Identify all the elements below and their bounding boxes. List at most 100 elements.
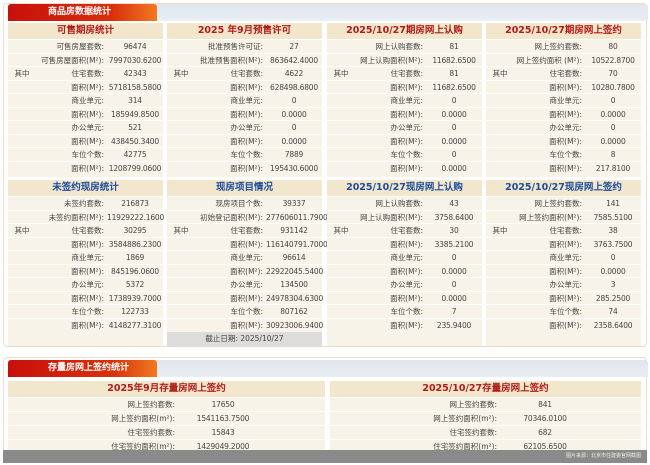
row-prefix xyxy=(8,94,36,107)
row-prefix xyxy=(327,305,355,318)
row-prefix xyxy=(167,40,195,53)
table-row: 其中 住宅套数: 4622 xyxy=(167,66,322,80)
row-prefix xyxy=(486,238,514,251)
row-prefix xyxy=(486,211,514,224)
row-value: 216873 xyxy=(121,199,149,208)
row-value: 195430.6000 xyxy=(270,163,318,173)
row-prefix xyxy=(327,319,355,332)
row-label: 面积(M²): xyxy=(230,136,263,146)
table-row: 其中 住宅套数: 30295 xyxy=(8,223,163,237)
row-value: 30923006.9400 xyxy=(266,320,324,330)
row-prefix xyxy=(167,54,195,67)
section-header-bar xyxy=(8,360,648,377)
image-source-caption: 图片来源：北京市住建委官网截图 xyxy=(3,450,647,463)
row-label: 商业单元: xyxy=(71,96,104,105)
table-row: 面积(M²): 3385.2100 xyxy=(327,236,482,251)
row-value: 0.0000 xyxy=(281,109,307,119)
row-value: 122733 xyxy=(121,307,149,316)
row-prefix xyxy=(486,54,514,67)
row-label: 面积(M²): xyxy=(71,82,104,92)
row-label: 面积(M²): xyxy=(390,239,423,249)
section-tab-new-housing[interactable]: 商品房数据统计 xyxy=(8,4,157,21)
row-value: 8 xyxy=(610,150,616,159)
row-value: 3 xyxy=(610,280,616,289)
row-value: 3758.6400 xyxy=(434,212,474,222)
row-value: 1541163.7500 xyxy=(196,414,250,423)
row-prefix xyxy=(327,238,355,251)
row-prefix xyxy=(167,319,195,332)
row-prefix: 其中 xyxy=(333,226,349,235)
row-value: 0.0000 xyxy=(281,136,307,146)
row-label: 可售房屋面积(M²): xyxy=(41,55,104,65)
row-label: 住宅套数: xyxy=(549,69,582,78)
row-prefix xyxy=(167,121,195,134)
stat-card: 2025 年9月预售许可 批准预售许可证: 27 批准预售面积(M²): 863642.… xyxy=(167,23,322,177)
row-label: 住宅签约套数: xyxy=(127,428,175,437)
table-row: 其中 住宅套数: 30 xyxy=(327,223,482,237)
row-value: 841 xyxy=(538,400,552,409)
row-value: 235.9400 xyxy=(436,320,472,330)
row-prefix xyxy=(8,251,36,264)
table-row: 未签约面积(M²): 11929222.1600 xyxy=(8,209,164,224)
row-prefix xyxy=(486,162,514,175)
row-label: 面积(M²): xyxy=(230,320,263,330)
row-prefix xyxy=(167,135,195,148)
row-label: 住宅套数: xyxy=(390,69,423,78)
row-value: 1429049.2000 xyxy=(196,442,250,451)
row-label: 办公单元: xyxy=(390,280,423,289)
row-label: 办公单元: xyxy=(390,123,423,132)
table-row: 车位个数: 122733 xyxy=(8,304,163,318)
row-value: 845196.0600 xyxy=(111,266,159,276)
table-row: 商业单元: 314 xyxy=(8,93,163,107)
row-prefix: 其中 xyxy=(14,226,30,235)
row-prefix xyxy=(8,238,36,251)
row-label: 住宅套数: xyxy=(71,226,104,235)
row-label: 面积(M²): xyxy=(230,266,263,276)
row-prefix xyxy=(327,197,355,210)
table-row: 办公单元: 3 xyxy=(486,277,641,291)
row-label: 网上签约面积(m²): xyxy=(433,414,497,423)
row-label: 面积(M²): xyxy=(390,109,423,119)
row-prefix xyxy=(167,94,195,107)
row-prefix xyxy=(486,148,514,161)
row-label: 面积(M²): xyxy=(71,136,104,146)
row-label: 面积(M²): xyxy=(549,320,582,330)
row-label: 网上认购面积(M²): xyxy=(360,55,423,65)
row-label: 商业单元: xyxy=(549,96,582,105)
table-row: 面积(M²): 3763.7500 xyxy=(486,236,641,251)
row-prefix xyxy=(8,292,36,305)
table-row: 办公单元: 521 xyxy=(8,120,163,134)
table-row: 商业单元: 0 xyxy=(327,93,482,107)
row-prefix xyxy=(486,251,514,264)
row-prefix xyxy=(8,54,36,67)
table-row: 面积(M²): 217.8100 xyxy=(486,160,641,175)
stat-card: 现房项目情况 现房项目个数: 39337 初始登记面积(M²): 277606011.7… xyxy=(167,180,328,346)
stat-card: 2025/10/27期房网上认购 网上认购套数: 81 网上认购面积(M²): 1168… xyxy=(327,23,482,177)
row-value: 81 xyxy=(449,69,459,78)
table-row: 网上签约套数: 141 xyxy=(486,196,641,210)
row-label: 面积(M²): xyxy=(230,109,263,119)
row-label: 车位个数: xyxy=(549,307,582,316)
section-tab-resale[interactable]: 存量房网上签约统计 xyxy=(8,360,157,377)
row-value: 7585.5100 xyxy=(593,212,633,222)
row-label: 商业单元: xyxy=(230,96,263,105)
table-row: 网上认购面积(M²): 3758.6400 xyxy=(327,209,482,224)
row-value: 0 xyxy=(610,123,616,132)
row-value: 27 xyxy=(289,42,299,51)
table-row: 面积(M²): 5718158.5800 xyxy=(8,79,163,94)
table-row: 未签约套数: 216873 xyxy=(8,196,163,210)
table-row: 面积(M²): 1738939.7000 xyxy=(8,290,163,305)
table-row: 其中 住宅套数: 70 xyxy=(486,66,641,80)
row-label: 面积(M²): xyxy=(71,266,104,276)
table-row: 面积(M²): 0.0000 xyxy=(486,133,641,148)
table-row: 面积(M²): 0.0000 xyxy=(327,290,482,305)
row-label: 办公单元: xyxy=(230,123,263,132)
table-row: 其中 住宅套数: 81 xyxy=(327,66,482,80)
row-label: 办公单元: xyxy=(549,123,582,132)
row-label: 网上签约套数: xyxy=(534,199,582,208)
table-row: 其中 住宅套数: 38 xyxy=(486,223,641,237)
table-row: 面积(M²): 4148277.3100 xyxy=(8,317,163,332)
row-prefix xyxy=(8,148,36,161)
row-value: 81 xyxy=(449,42,459,51)
row-prefix xyxy=(167,197,195,210)
